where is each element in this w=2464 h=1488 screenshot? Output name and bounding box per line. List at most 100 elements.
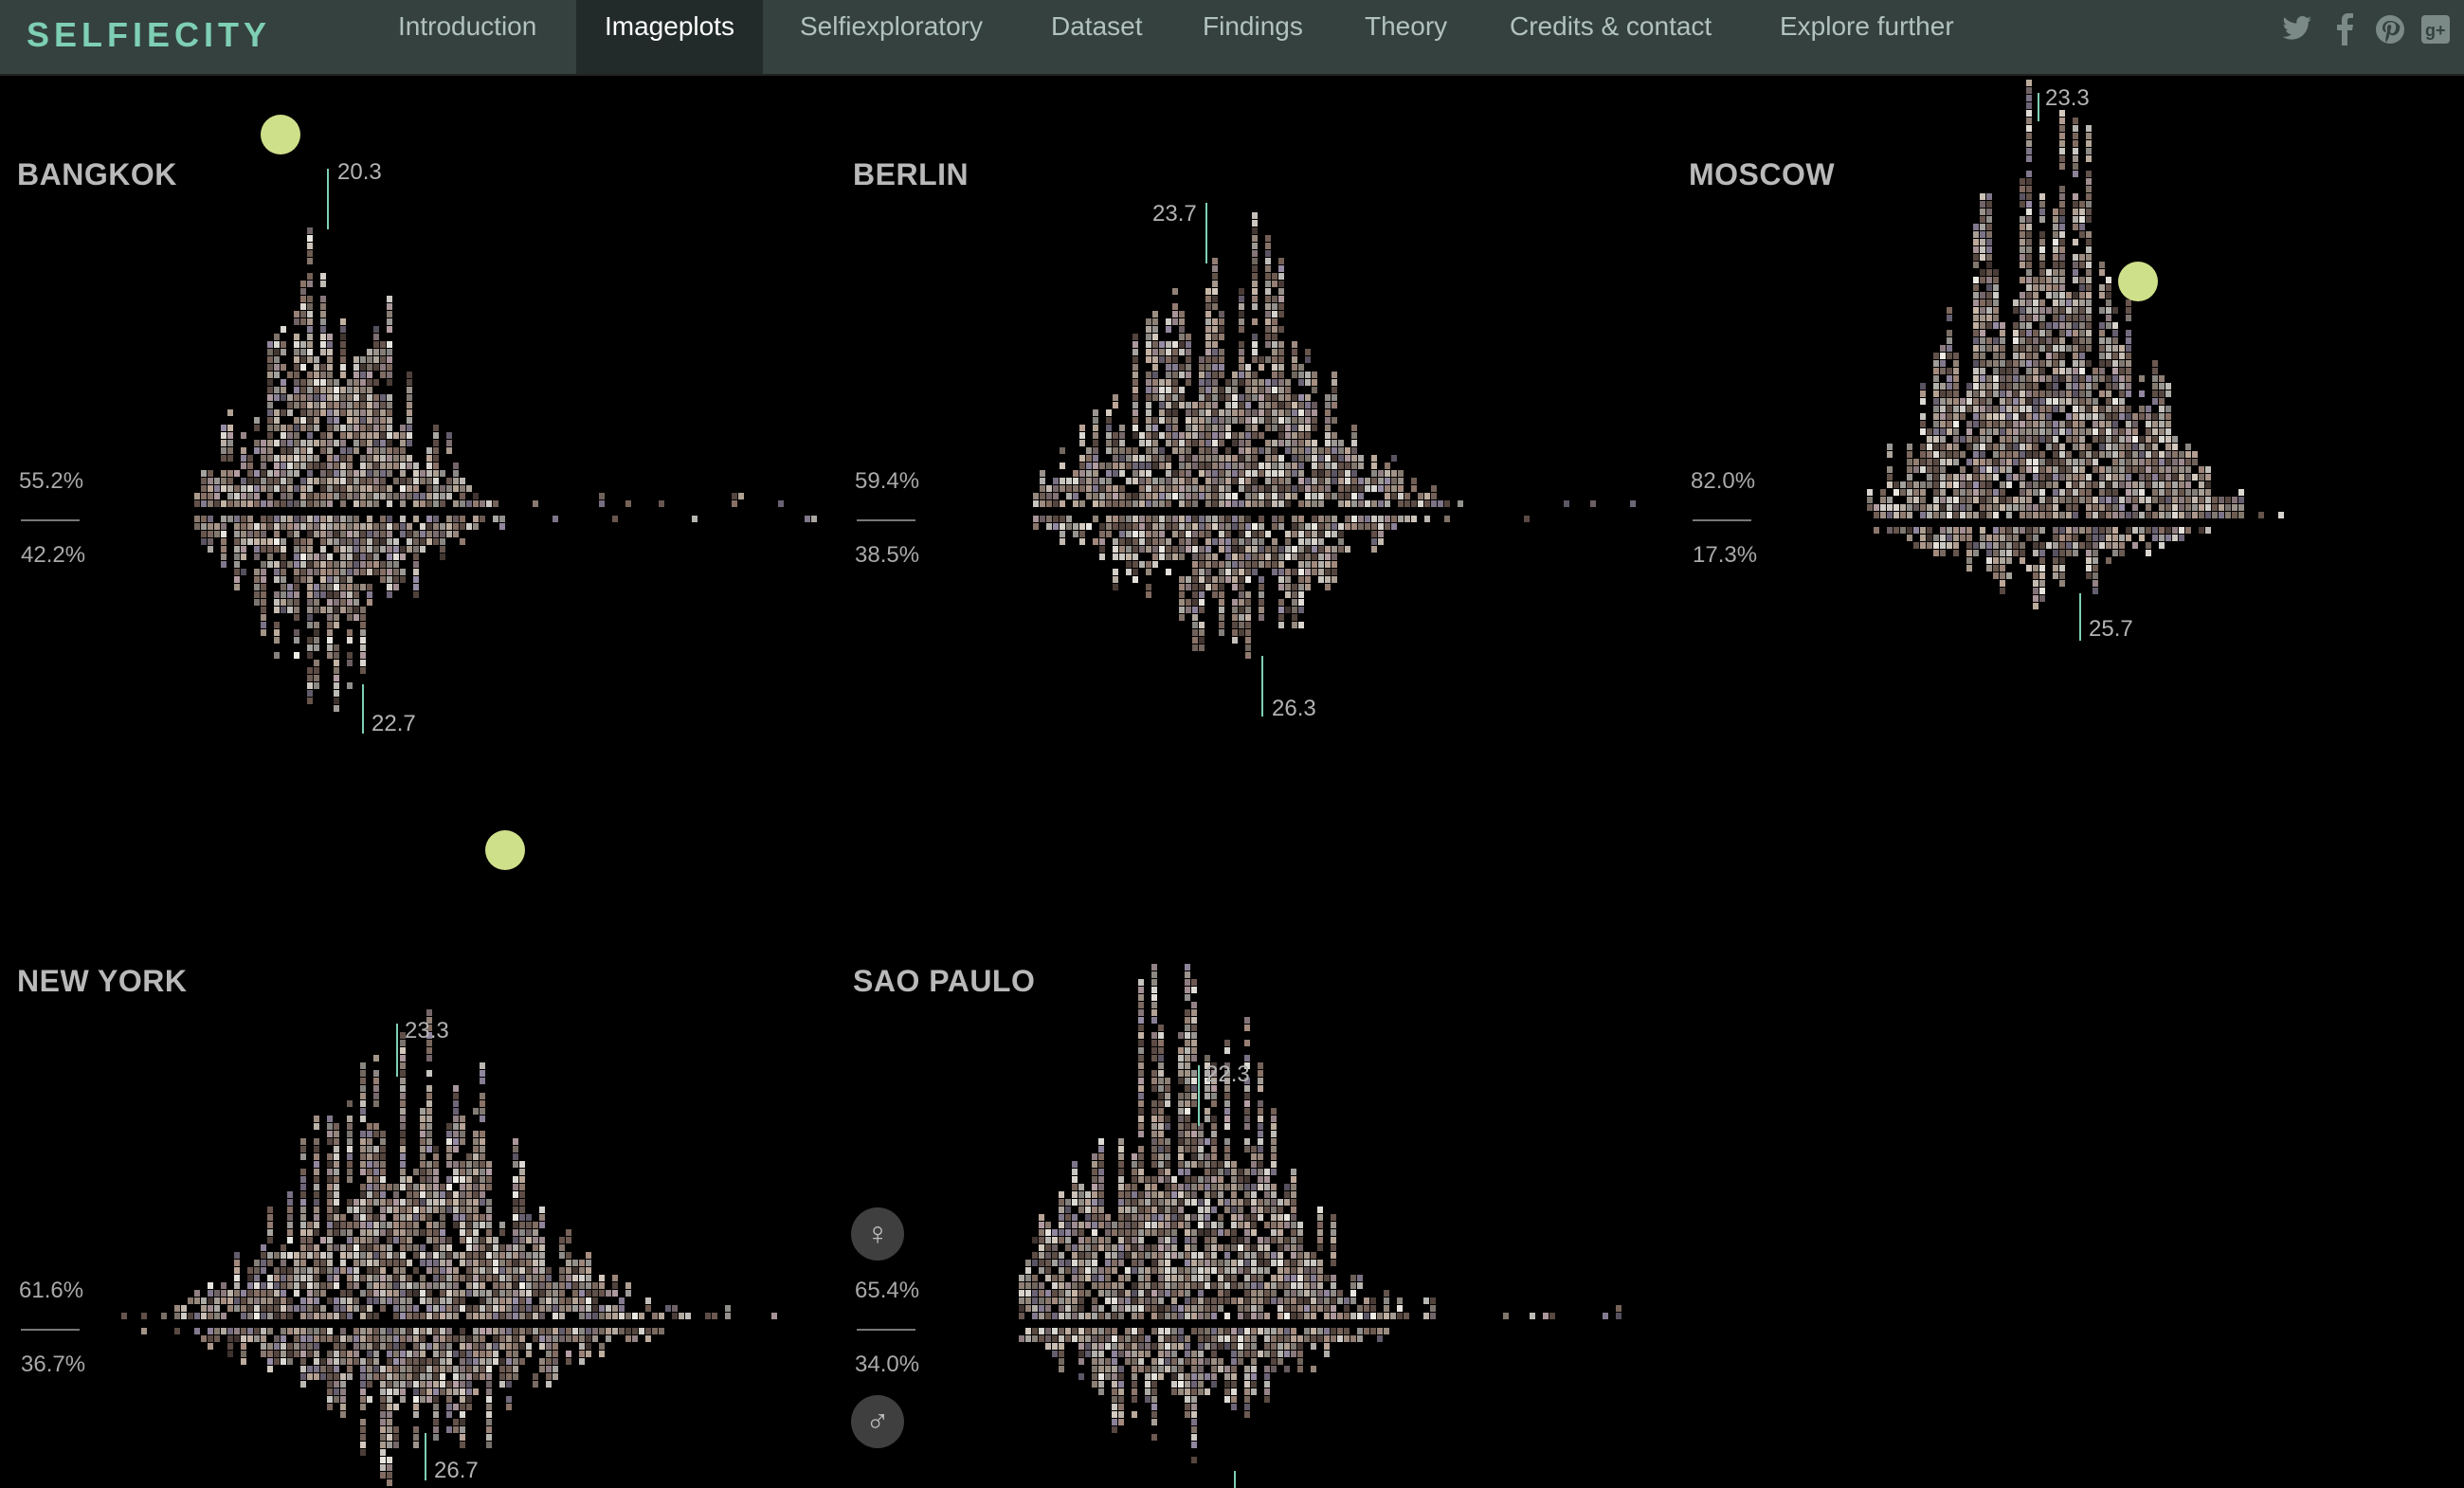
selfie-thumbnail[interactable]: [1947, 444, 1952, 450]
selfie-thumbnail[interactable]: [2106, 535, 2111, 541]
selfie-thumbnail[interactable]: [1205, 432, 1211, 439]
selfie-thumbnail[interactable]: [1265, 425, 1271, 431]
selfie-thumbnail[interactable]: [473, 493, 479, 499]
selfie-thumbnail[interactable]: [526, 1252, 532, 1259]
selfie-thumbnail[interactable]: [1960, 527, 1966, 534]
selfie-thumbnail[interactable]: [2106, 292, 2111, 299]
selfie-thumbnail[interactable]: [2039, 375, 2045, 382]
selfie-thumbnail[interactable]: [227, 440, 233, 446]
selfie-thumbnail[interactable]: [360, 372, 366, 378]
selfie-thumbnail[interactable]: [360, 463, 366, 469]
selfie-thumbnail[interactable]: [327, 599, 333, 606]
selfie-thumbnail[interactable]: [2033, 353, 2038, 359]
selfie-thumbnail[interactable]: [1245, 463, 1251, 469]
selfie-thumbnail[interactable]: [314, 1282, 319, 1289]
selfie-thumbnail[interactable]: [314, 402, 319, 408]
selfie-thumbnail[interactable]: [1358, 478, 1364, 484]
selfie-thumbnail[interactable]: [1993, 322, 1999, 329]
selfie-thumbnail[interactable]: [2079, 209, 2085, 215]
selfie-thumbnail[interactable]: [227, 455, 233, 462]
selfie-thumbnail[interactable]: [274, 500, 280, 507]
selfie-thumbnail[interactable]: [1219, 629, 1224, 636]
selfie-thumbnail[interactable]: [513, 1153, 518, 1160]
selfie-thumbnail[interactable]: [1920, 428, 1926, 435]
selfie-thumbnail[interactable]: [2079, 451, 2085, 458]
selfie-thumbnail[interactable]: [320, 281, 326, 287]
selfie-thumbnail[interactable]: [1146, 455, 1151, 462]
selfie-thumbnail[interactable]: [506, 1244, 512, 1251]
selfie-thumbnail[interactable]: [360, 1131, 366, 1137]
selfie-thumbnail[interactable]: [1192, 425, 1198, 431]
selfie-thumbnail[interactable]: [1351, 516, 1357, 522]
selfie-thumbnail[interactable]: [393, 1207, 399, 1213]
selfie-thumbnail[interactable]: [407, 409, 412, 416]
selfie-thumbnail[interactable]: [453, 1381, 459, 1388]
selfie-thumbnail[interactable]: [1371, 463, 1377, 469]
selfie-thumbnail[interactable]: [1113, 447, 1118, 454]
selfie-thumbnail[interactable]: [1212, 478, 1218, 484]
selfie-thumbnail[interactable]: [453, 1093, 459, 1099]
selfie-thumbnail[interactable]: [261, 455, 266, 462]
selfie-thumbnail[interactable]: [1053, 485, 1059, 492]
selfie-thumbnail[interactable]: [2026, 489, 2032, 496]
selfie-thumbnail[interactable]: [2046, 383, 2052, 390]
selfie-thumbnail[interactable]: [380, 1191, 386, 1198]
selfie-thumbnail[interactable]: [2053, 209, 2058, 215]
selfie-thumbnail[interactable]: [307, 523, 313, 530]
selfie-thumbnail[interactable]: [1113, 500, 1118, 507]
selfie-thumbnail[interactable]: [334, 1305, 339, 1312]
selfie-thumbnail[interactable]: [247, 538, 253, 545]
selfie-thumbnail[interactable]: [1245, 364, 1251, 371]
selfie-thumbnail[interactable]: [254, 584, 260, 590]
selfie-thumbnail[interactable]: [2258, 512, 2264, 518]
selfie-thumbnail[interactable]: [1186, 485, 1191, 492]
selfie-thumbnail[interactable]: [2079, 284, 2085, 291]
selfie-thumbnail[interactable]: [1318, 447, 1324, 454]
selfie-thumbnail[interactable]: [1927, 444, 1932, 450]
selfie-thumbnail[interactable]: [407, 379, 412, 386]
selfie-thumbnail[interactable]: [407, 432, 412, 439]
selfie-thumbnail[interactable]: [400, 455, 406, 462]
selfie-thumbnail[interactable]: [1933, 512, 1939, 518]
selfie-thumbnail[interactable]: [353, 364, 359, 371]
selfie-thumbnail[interactable]: [1126, 447, 1132, 454]
selfie-thumbnail[interactable]: [480, 1100, 485, 1107]
selfie-thumbnail[interactable]: [2000, 557, 2005, 564]
selfie-thumbnail[interactable]: [1980, 421, 1985, 427]
selfie-thumbnail[interactable]: [2020, 413, 2025, 420]
selfie-thumbnail[interactable]: [407, 523, 412, 530]
selfie-thumbnail[interactable]: [267, 455, 273, 462]
selfie-thumbnail[interactable]: [2106, 512, 2111, 518]
selfie-thumbnail[interactable]: [480, 1343, 485, 1350]
selfie-thumbnail[interactable]: [1245, 607, 1251, 613]
selfie-thumbnail[interactable]: [314, 1358, 319, 1365]
selfie-thumbnail[interactable]: [1179, 326, 1185, 333]
selfie-thumbnail[interactable]: [2073, 292, 2078, 299]
selfie-thumbnail[interactable]: [373, 553, 379, 560]
selfie-thumbnail[interactable]: [533, 1222, 538, 1228]
selfie-thumbnail[interactable]: [1272, 425, 1277, 431]
selfie-thumbnail[interactable]: [2026, 315, 2032, 321]
selfie-thumbnail[interactable]: [400, 1062, 406, 1069]
selfie-thumbnail[interactable]: [2039, 542, 2045, 549]
selfie-thumbnail[interactable]: [2079, 444, 2085, 450]
selfie-thumbnail[interactable]: [307, 644, 313, 651]
selfie-thumbnail[interactable]: [327, 516, 333, 522]
selfie-thumbnail[interactable]: [314, 1207, 319, 1213]
selfie-thumbnail[interactable]: [486, 1184, 492, 1190]
selfie-thumbnail[interactable]: [307, 1237, 313, 1243]
selfie-thumbnail[interactable]: [294, 516, 299, 522]
selfie-thumbnail[interactable]: [1225, 523, 1231, 530]
selfie-thumbnail[interactable]: [2146, 512, 2151, 518]
selfie-thumbnail[interactable]: [347, 409, 353, 416]
selfie-thumbnail[interactable]: [314, 1176, 319, 1183]
selfie-thumbnail[interactable]: [1245, 591, 1251, 598]
selfie-thumbnail[interactable]: [499, 1275, 505, 1281]
selfie-thumbnail[interactable]: [380, 1396, 386, 1403]
selfie-thumbnail[interactable]: [1232, 614, 1238, 621]
selfie-thumbnail[interactable]: [340, 599, 346, 606]
selfie-thumbnail[interactable]: [2059, 474, 2065, 481]
selfie-thumbnail[interactable]: [486, 1169, 492, 1175]
selfie-thumbnail[interactable]: [353, 1237, 359, 1243]
selfie-thumbnail[interactable]: [2039, 315, 2045, 321]
